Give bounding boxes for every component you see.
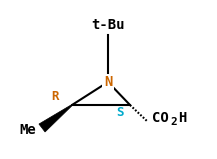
Text: N: N bbox=[104, 75, 112, 89]
Text: R: R bbox=[51, 90, 59, 104]
Text: Me: Me bbox=[20, 123, 36, 137]
Text: CO: CO bbox=[152, 111, 169, 125]
Text: H: H bbox=[178, 111, 186, 125]
Text: S: S bbox=[116, 107, 124, 120]
Text: 2: 2 bbox=[170, 117, 177, 127]
Text: t-Bu: t-Bu bbox=[91, 18, 125, 32]
Polygon shape bbox=[39, 105, 72, 132]
